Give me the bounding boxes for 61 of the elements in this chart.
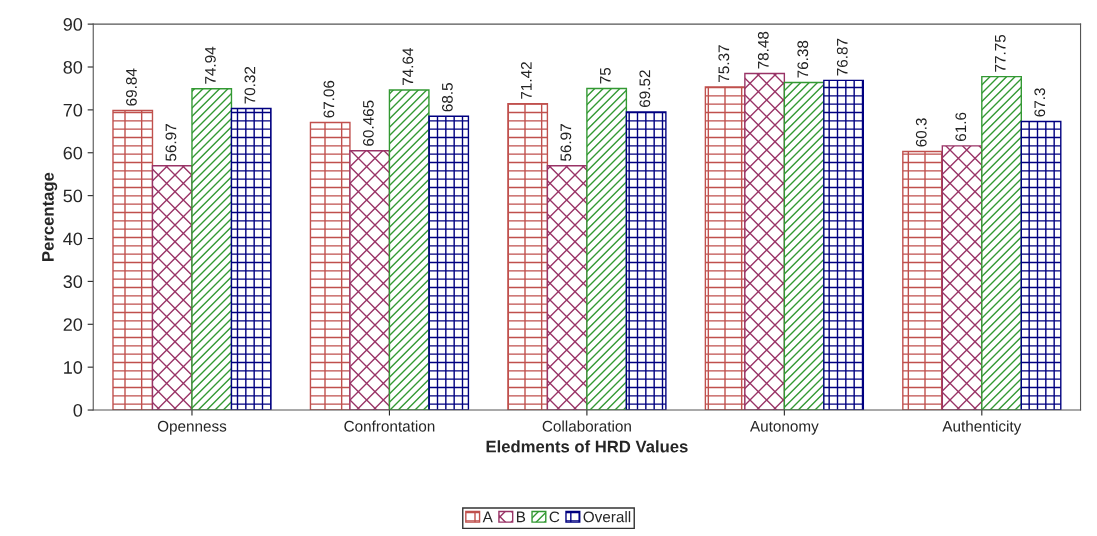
data-label: 75 <box>600 67 611 84</box>
y-tick-label: 0 <box>73 403 83 417</box>
data-label: 60.465 <box>362 100 374 146</box>
data-label: 77.75 <box>995 34 1006 72</box>
bar <box>191 88 233 411</box>
bar <box>625 111 667 411</box>
bar <box>428 115 470 411</box>
x-tick-label: Openness <box>157 420 227 435</box>
legend-label: Overall <box>583 511 631 523</box>
data-label: 69.52 <box>639 70 651 107</box>
data-label: 61.6 <box>955 112 967 141</box>
x-tick-label: Authenticity <box>942 420 1022 435</box>
x-tick-label: Collaboration <box>542 420 631 432</box>
y-tick-label: 50 <box>63 189 83 203</box>
bar <box>151 165 193 411</box>
legend-label: C <box>549 511 560 523</box>
y-axis-title: Percentage <box>42 172 58 261</box>
bar <box>981 75 1023 411</box>
data-label: 78.48 <box>757 31 769 69</box>
y-tick-label: 40 <box>63 232 83 246</box>
bar <box>704 86 746 411</box>
bar <box>230 107 272 411</box>
bar <box>112 109 154 411</box>
bar <box>309 121 351 411</box>
bar <box>823 79 865 411</box>
data-label: 75.37 <box>718 45 730 82</box>
y-tick-label: 90 <box>63 18 83 31</box>
data-label: 71.42 <box>520 62 532 99</box>
bar <box>586 87 628 411</box>
bar <box>783 81 825 411</box>
data-label: 74.64 <box>402 48 414 86</box>
data-label: 74.94 <box>205 46 216 84</box>
data-label: 56.97 <box>165 124 177 161</box>
x-tick-label: Confrontation <box>344 420 435 432</box>
x-axis-title: Eledments of HRD Values <box>486 440 688 453</box>
bar <box>744 72 786 411</box>
bar <box>507 103 549 411</box>
y-tick-label: 60 <box>63 146 83 160</box>
bar <box>941 145 983 411</box>
data-label: 56.97 <box>560 124 572 161</box>
y-tick-label: 20 <box>63 318 83 331</box>
y-tick-label: 10 <box>64 361 83 374</box>
data-label: 76.38 <box>797 40 809 78</box>
legend-label: B <box>516 511 526 523</box>
data-label: 76.87 <box>836 38 848 76</box>
data-label: 69.84 <box>126 68 137 106</box>
bar <box>1020 120 1062 411</box>
y-tick-label: 80 <box>63 60 83 74</box>
bar <box>349 150 391 411</box>
y-tick-label: 30 <box>63 275 83 289</box>
x-tick-label: Autonomy <box>749 421 819 435</box>
data-label: 68.5 <box>441 83 453 112</box>
legend-label: A <box>482 511 493 523</box>
data-label: 70.32 <box>244 66 256 104</box>
bar <box>902 150 944 411</box>
bar <box>388 89 430 411</box>
data-label: 60.3 <box>915 118 927 147</box>
data-label: 67.06 <box>323 80 335 118</box>
data-label: 67.3 <box>1034 88 1046 117</box>
y-tick-label: 70 <box>63 103 83 117</box>
bar <box>546 165 588 411</box>
